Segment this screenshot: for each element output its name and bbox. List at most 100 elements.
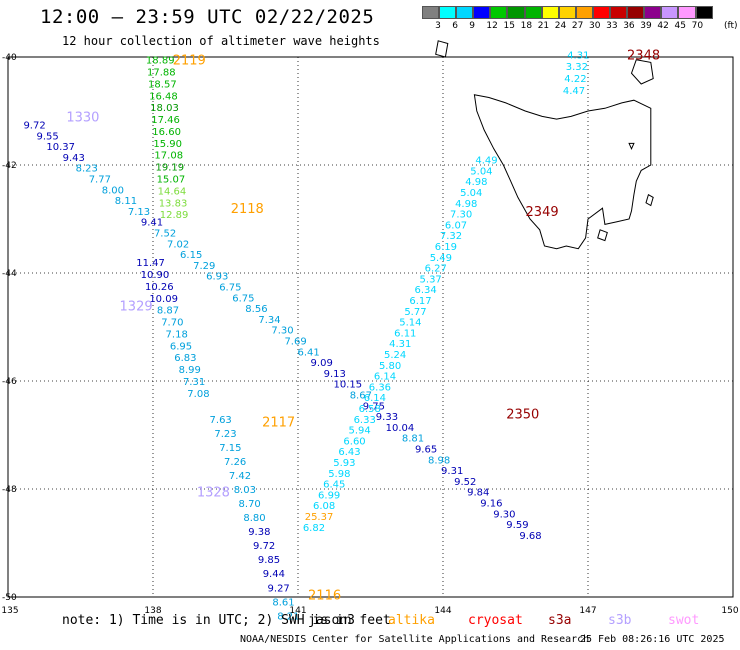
swh-value-label: 19.19 — [155, 163, 184, 174]
swh-value-label: 8.23 — [76, 164, 98, 175]
swh-value-label: 6.45 — [323, 480, 345, 491]
swh-value-label: 4.47 — [563, 86, 585, 97]
swh-value-label: 4.98 — [465, 177, 487, 188]
swh-value-label: 6.34 — [414, 285, 436, 296]
swh-value-label: 3.32 — [566, 62, 588, 73]
swh-value-label: 4.22 — [564, 74, 586, 85]
swh-value-label: 6.14 — [374, 372, 396, 383]
swh-value-label: 6.27 — [425, 264, 447, 275]
swh-value-label: 6.15 — [180, 250, 202, 261]
swh-value-label: 9.13 — [324, 369, 346, 380]
swh-value-label: 6.08 — [313, 501, 335, 512]
swh-value-label: 7.52 — [154, 229, 176, 240]
pass-number-label: 2118 — [231, 202, 264, 217]
pass-number-label: 1329 — [120, 299, 153, 314]
swh-value-label: 10.15 — [333, 380, 362, 391]
swh-value-label: 9.65 — [415, 445, 437, 456]
swh-value-label: 10.37 — [46, 142, 75, 153]
swh-value-label: 16.48 — [149, 91, 178, 102]
swh-value-label: 5.94 — [348, 426, 370, 437]
swh-value-label: 7.31 — [183, 377, 205, 388]
swh-value-label: 7.32 — [440, 231, 462, 242]
swh-value-label: 8.00 — [102, 185, 124, 196]
swh-value-label: 16.60 — [152, 127, 181, 138]
swh-value-label: 7.77 — [89, 175, 111, 186]
swh-value-label: 8.11 — [115, 196, 137, 207]
swh-value-label: 4.98 — [455, 199, 477, 210]
lon-tick-label: 135 — [1, 606, 18, 616]
pass-number-label: 2119 — [173, 54, 206, 69]
swh-value-label: 9.38 — [248, 527, 270, 538]
swh-value-label: 7.23 — [214, 429, 236, 440]
swh-value-label: 5.14 — [399, 318, 421, 329]
swh-value-label: 6.83 — [174, 353, 196, 364]
swh-value-label: 6.95 — [170, 341, 192, 352]
swh-value-label: 7.69 — [284, 337, 306, 348]
swh-value-label: 7.34 — [258, 315, 280, 326]
swh-value-label: 17.46 — [151, 115, 180, 126]
swh-value-label: 9.68 — [519, 531, 541, 542]
swh-value-label: 4.31 — [389, 339, 411, 350]
swh-value-label: 6.17 — [409, 296, 431, 307]
swh-value-label: 6.43 — [338, 447, 360, 458]
swh-value-label: 7.26 — [224, 457, 246, 468]
swh-value-label: 8.87 — [157, 306, 179, 317]
swh-value-label: 5.80 — [379, 361, 401, 372]
swh-value-label: 6.75 — [219, 283, 241, 294]
credit-line: NOAA/NESDIS Center for Satellite Applica… — [240, 634, 589, 645]
swh-value-label: 6.82 — [303, 523, 325, 534]
swh-value-label: 9.41 — [141, 218, 163, 229]
swh-value-label: 14.64 — [158, 186, 187, 197]
island-outline — [598, 230, 608, 241]
swh-value-label: 4.31 — [567, 50, 589, 61]
swh-value-label: 9.27 — [268, 583, 290, 594]
swh-value-label: 6.41 — [298, 347, 320, 358]
island-outline — [436, 41, 448, 57]
pass-number-label: 1328 — [197, 486, 230, 501]
mission-legend-item: altika — [388, 613, 435, 628]
swh-value-label: 10.04 — [386, 423, 415, 434]
swh-value-label: 9.84 — [467, 488, 489, 499]
pass-number-label: 2117 — [262, 416, 295, 431]
swh-value-label: 5.37 — [420, 274, 442, 285]
swh-value-label: 15.90 — [153, 139, 182, 150]
swh-value-label: 18.57 — [148, 79, 177, 90]
mission-legend-item: s3b — [608, 613, 631, 628]
swh-value-label: 25.37 — [305, 512, 334, 523]
swh-value-label: 5.77 — [404, 307, 426, 318]
swh-value-label: 6.60 — [343, 436, 365, 447]
swh-value-label: 6.11 — [394, 328, 416, 339]
lat-tick-label: -44 — [2, 269, 17, 279]
swh-value-label: 10.26 — [145, 282, 174, 293]
swh-value-label: 5.98 — [328, 469, 350, 480]
swh-value-label: 9.31 — [441, 466, 463, 477]
tasmania-coastline — [474, 95, 650, 249]
swh-value-label: 9.59 — [506, 520, 528, 531]
swh-value-label: 7.70 — [161, 318, 183, 329]
lat-tick-label: -40 — [2, 53, 17, 63]
swh-value-label: 9.09 — [311, 358, 333, 369]
island-outline — [632, 60, 654, 84]
mission-legend-item: jason3 — [308, 613, 355, 628]
swh-value-label: 5.49 — [430, 253, 452, 264]
lon-tick-label: 147 — [579, 606, 596, 616]
mission-legend-item: swot — [668, 613, 699, 628]
swh-value-label: 5.93 — [333, 458, 355, 469]
swh-value-label: 17.08 — [154, 151, 183, 162]
swh-value-label: 9.72 — [253, 541, 275, 552]
swh-value-label: 9.52 — [454, 477, 476, 488]
island-outline — [629, 143, 634, 148]
map-frame — [8, 57, 733, 597]
lat-tick-label: -42 — [2, 161, 17, 171]
swh-value-label: 7.08 — [187, 389, 209, 400]
swh-value-label: 7.63 — [210, 415, 232, 426]
swh-value-label: 17.88 — [147, 68, 176, 79]
swh-value-label: 7.30 — [271, 326, 293, 337]
swh-value-label: 9.30 — [493, 509, 515, 520]
swh-value-label: 6.75 — [232, 293, 254, 304]
swh-value-label: 7.15 — [219, 443, 241, 454]
swh-value-label: 4.49 — [475, 156, 497, 167]
swh-value-label: 6.36 — [369, 382, 391, 393]
island-outline — [646, 195, 653, 206]
